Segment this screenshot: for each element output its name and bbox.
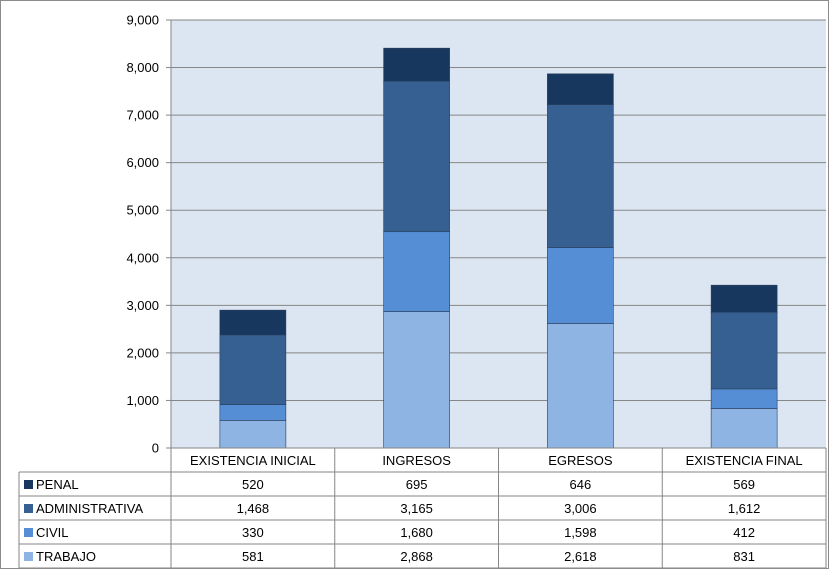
bar-segment-civil xyxy=(220,405,286,421)
bar-segment-civil xyxy=(711,389,777,409)
bar-segment-civil xyxy=(384,232,450,312)
series-name: TRABAJO xyxy=(36,549,96,564)
bar-segment-trabajo xyxy=(547,323,613,448)
category-label: INGRESOS xyxy=(382,453,451,468)
y-tick-label: 8,000 xyxy=(126,60,159,75)
legend-key-trabajo xyxy=(24,552,33,561)
data-value: 569 xyxy=(733,477,755,492)
series-name: ADMINISTRATIVA xyxy=(36,501,143,516)
category-label: EGRESOS xyxy=(548,453,613,468)
bar-segment-trabajo xyxy=(220,420,286,448)
bar-segment-penal xyxy=(547,74,613,105)
y-tick-label: 2,000 xyxy=(126,345,159,360)
y-tick-label: 5,000 xyxy=(126,203,159,218)
legend-key-penal xyxy=(24,480,33,489)
category-label: EXISTENCIA FINAL xyxy=(686,453,803,468)
y-tick-label: 3,000 xyxy=(126,298,159,313)
bar-segment-administrativa xyxy=(711,312,777,389)
y-tick-label: 7,000 xyxy=(126,108,159,123)
series-name: PENAL xyxy=(36,477,79,492)
data-value: 1,598 xyxy=(564,525,597,540)
data-value: 3,165 xyxy=(400,501,433,516)
y-tick-label: 9,000 xyxy=(126,13,159,28)
data-value: 520 xyxy=(242,477,264,492)
bar-segment-trabajo xyxy=(384,312,450,448)
data-table: EXISTENCIA INICIAL INGRESOS EGRESOS EXISTEN… xyxy=(19,448,826,568)
y-axis-ticks: 0 1,000 2,000 3,000 4,000 5,000 6,000 7,000 8,00… xyxy=(126,13,171,456)
y-tick-label: 4,000 xyxy=(126,250,159,265)
y-tick-label: 6,000 xyxy=(126,155,159,170)
y-tick-label: 1,000 xyxy=(126,393,159,408)
legend-key-civil xyxy=(24,528,33,537)
bar-segment-administrativa xyxy=(547,105,613,248)
data-value: 3,006 xyxy=(564,501,597,516)
legend-key-administrativa xyxy=(24,504,33,513)
bar-segment-trabajo xyxy=(711,408,777,448)
bar-segment-penal xyxy=(220,310,286,335)
data-value: 412 xyxy=(733,525,755,540)
data-value: 1,612 xyxy=(728,501,761,516)
bar-segment-administrativa xyxy=(220,335,286,405)
data-value: 695 xyxy=(406,477,428,492)
y-tick-label: 0 xyxy=(152,441,159,456)
bar-segment-civil xyxy=(547,248,613,324)
data-value: 646 xyxy=(570,477,592,492)
series-name: CIVIL xyxy=(36,525,69,540)
data-value: 1,468 xyxy=(237,501,270,516)
bar-segment-administrativa xyxy=(384,81,450,232)
data-value: 330 xyxy=(242,525,264,540)
category-label: EXISTENCIA INICIAL xyxy=(190,453,316,468)
data-value: 2,618 xyxy=(564,549,597,564)
data-value: 831 xyxy=(733,549,755,564)
bar-segment-penal xyxy=(384,48,450,81)
data-value: 2,868 xyxy=(400,549,433,564)
data-value: 1,680 xyxy=(400,525,433,540)
data-value: 581 xyxy=(242,549,264,564)
bar-segment-penal xyxy=(711,285,777,312)
